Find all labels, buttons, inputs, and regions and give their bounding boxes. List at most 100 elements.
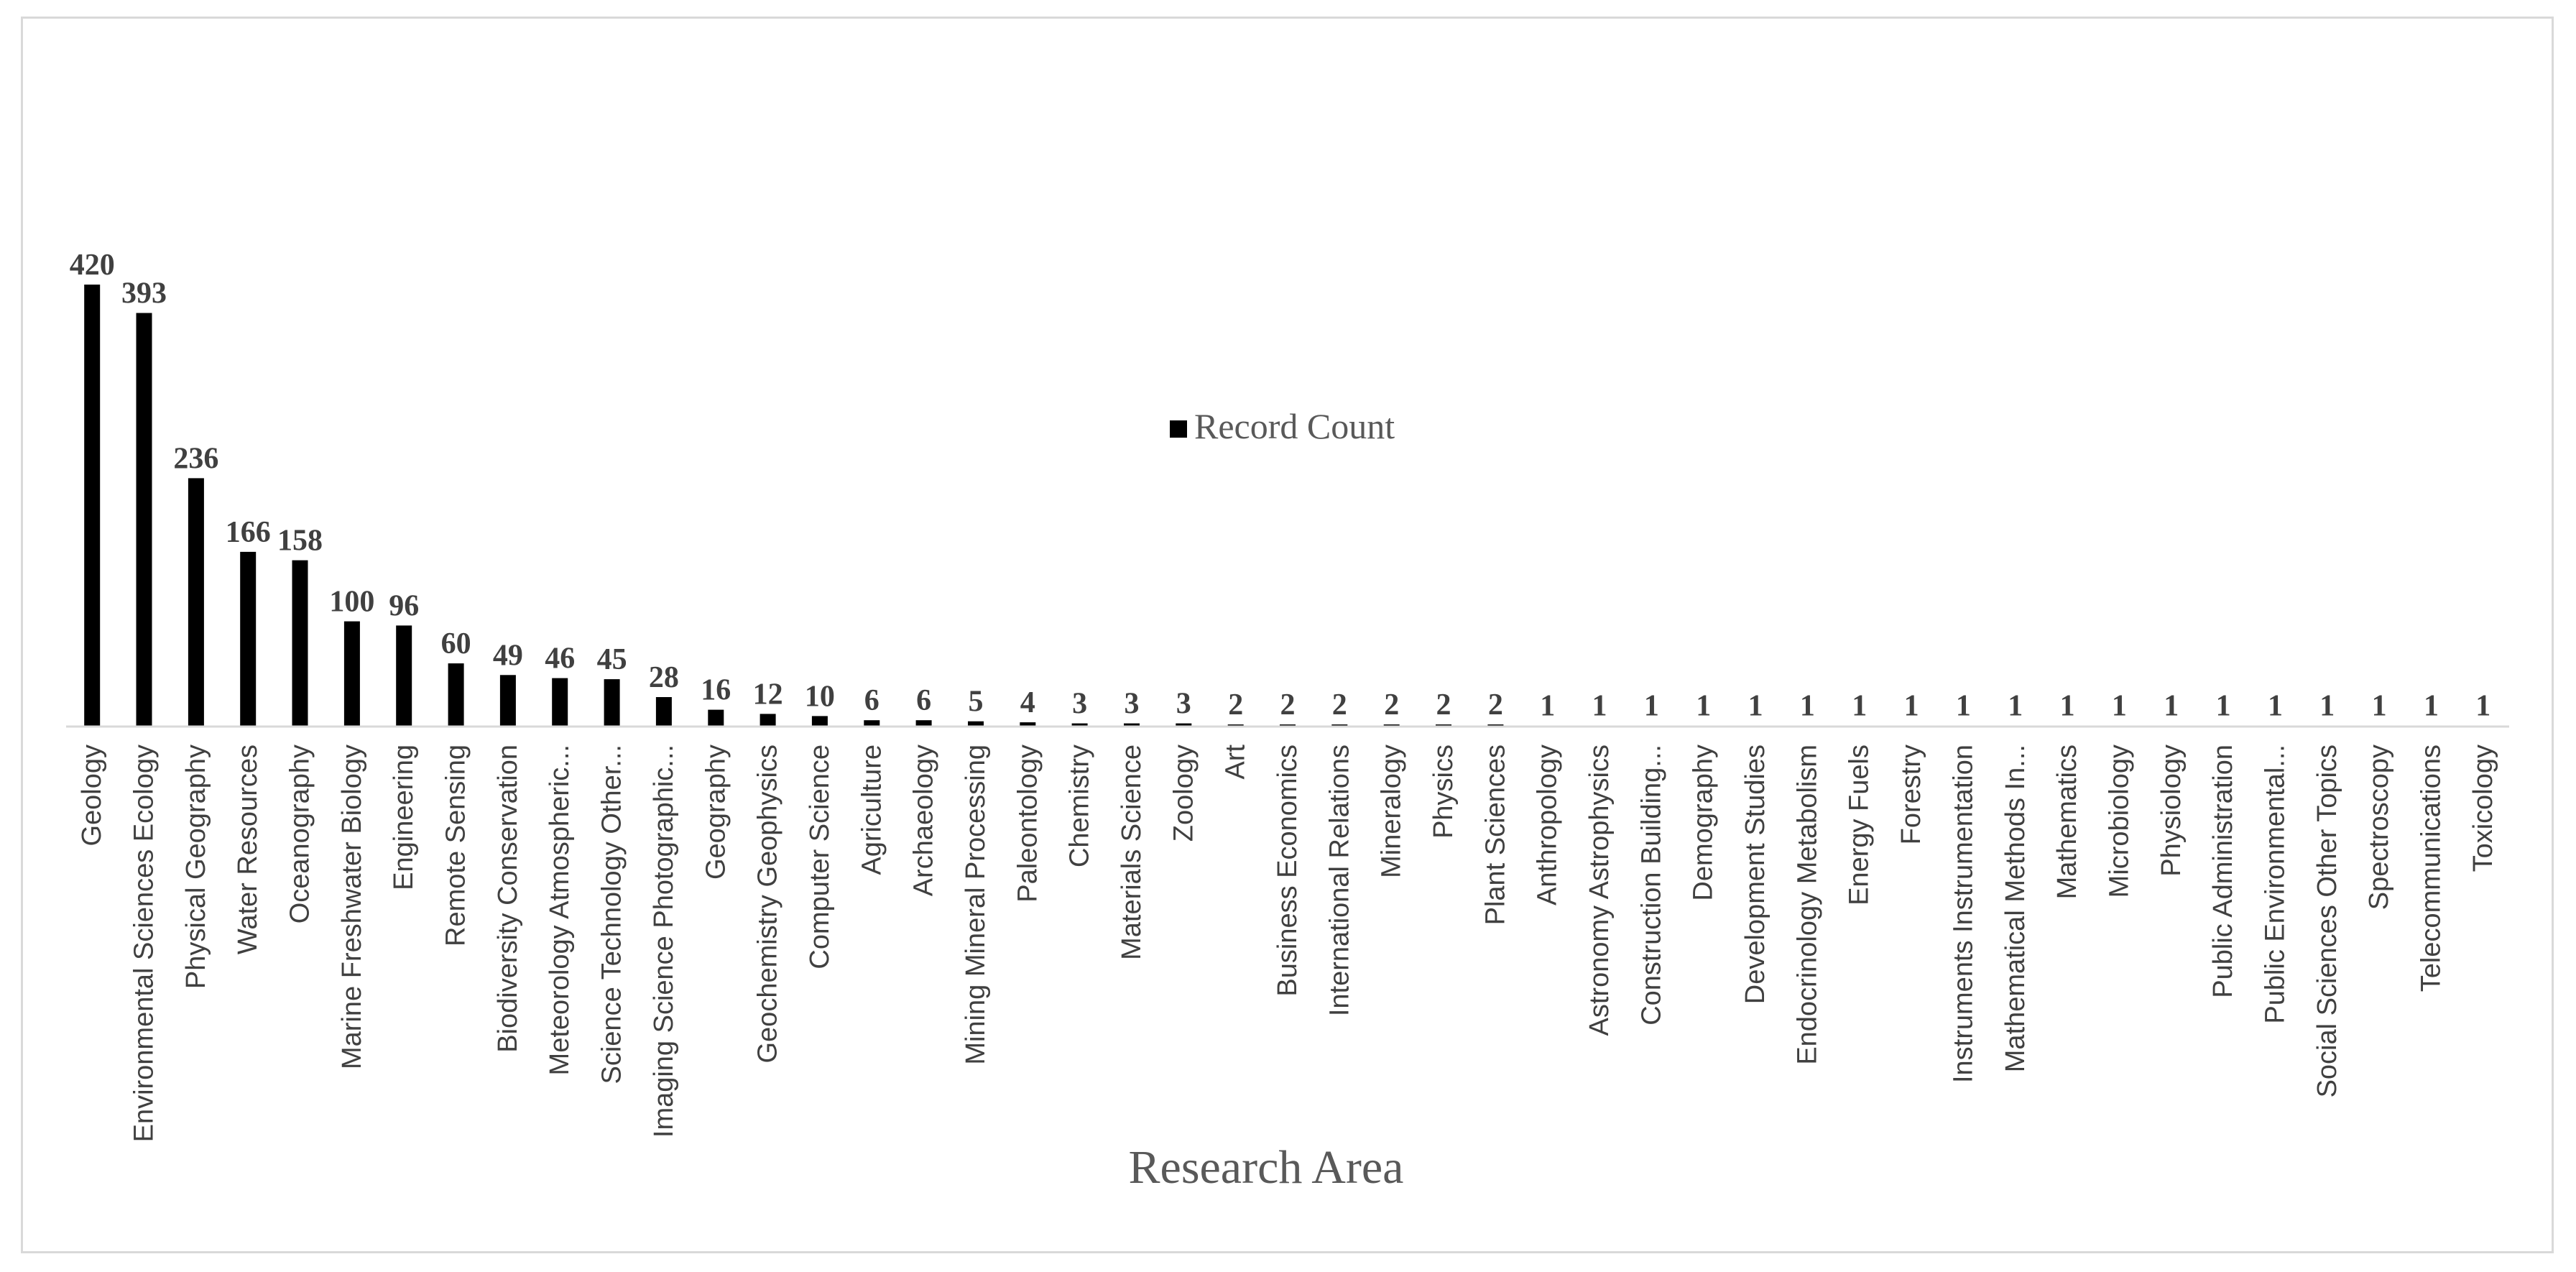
bars-layer — [84, 285, 2491, 727]
data-label-45: 1 — [2372, 690, 2387, 723]
bar-7 — [396, 625, 412, 727]
x-tick-label-44: Social Sciences Other Topics — [2312, 745, 2342, 1097]
bar-14 — [760, 714, 776, 727]
tick-labels-layer: Geology Environmental Sciences Ecology Phy… — [77, 745, 2498, 1143]
data-label-26: 2 — [1384, 688, 1399, 722]
x-tick-label-47: Toxicology — [2468, 745, 2498, 872]
bar-1 — [84, 285, 101, 727]
data-label-10: 46 — [545, 642, 575, 676]
data-label-6: 100 — [329, 586, 374, 619]
data-label-41: 1 — [2164, 690, 2179, 723]
x-tick-label-3: Physical Geography — [181, 745, 211, 989]
data-label-44: 1 — [2319, 690, 2335, 723]
data-label-14: 12 — [753, 678, 783, 711]
chart-frame: 420 393 236 166 158 100 96 60 49 46 45 28 16 12 10 6 6 5 4… — [21, 17, 2554, 1253]
data-label-16: 6 — [864, 684, 880, 717]
x-tick-label-5: Oceanography — [285, 745, 315, 923]
x-tick-label-6: Marine Freshwater Biology — [337, 745, 367, 1069]
bar-3 — [188, 478, 204, 727]
x-tick-label-30: Astronomy Astrophysics — [1584, 745, 1615, 1036]
x-tick-label-45: Spectroscopy — [2364, 745, 2394, 910]
data-label-7: 96 — [389, 589, 419, 622]
bar-2 — [136, 313, 152, 727]
x-tick-label-42: Public Administration — [2208, 745, 2238, 998]
data-label-47: 1 — [2475, 690, 2490, 723]
data-label-1: 420 — [70, 249, 115, 282]
data-label-40: 1 — [2112, 690, 2127, 723]
data-label-15: 10 — [805, 680, 835, 713]
x-tick-label-16: Agriculture — [857, 745, 887, 875]
bar-20 — [1071, 723, 1088, 727]
bar-6 — [343, 621, 360, 727]
data-label-38: 1 — [2008, 690, 2023, 723]
x-tick-label-15: Computer Science — [805, 745, 835, 969]
x-tick-label-25: International Relations — [1324, 745, 1354, 1016]
x-tick-label-13: Geography — [701, 745, 731, 880]
data-label-35: 1 — [1852, 690, 1867, 723]
data-label-36: 1 — [1904, 690, 1919, 723]
bar-13 — [708, 709, 724, 727]
x-tick-label-40: Microbiology — [2104, 745, 2134, 898]
data-label-39: 1 — [2060, 690, 2075, 723]
bar-15 — [811, 716, 828, 727]
x-tick-label-37: Instruments Instrumentation — [1948, 745, 1978, 1083]
x-tick-label-41: Physiology — [2156, 745, 2187, 877]
x-tick-label-33: Development Studies — [1740, 745, 1771, 1004]
x-tick-label-34: Endocrinology Metabolism — [1792, 745, 1822, 1065]
data-label-11: 45 — [597, 643, 627, 676]
data-label-19: 4 — [1020, 686, 1035, 719]
x-tick-label-43: Public Environmental... — [2261, 745, 2291, 1024]
data-label-25: 2 — [1332, 688, 1347, 722]
x-tick-label-10: Meteorology Atmospheric... — [545, 745, 575, 1075]
x-tick-label-8: Remote Sensing — [441, 745, 471, 946]
x-tick-label-26: Mineralogy — [1377, 745, 1407, 878]
x-tick-label-46: Telecommunications — [2416, 745, 2447, 992]
bar-18 — [968, 721, 984, 727]
x-tick-label-28: Plant Sciences — [1480, 745, 1510, 925]
x-tick-label-4: Water Resources — [233, 745, 263, 954]
legend: Record Count — [1170, 406, 1395, 446]
data-label-42: 1 — [2216, 690, 2231, 723]
x-tick-label-31: Construction Building... — [1636, 745, 1666, 1026]
x-tick-label-7: Engineering — [389, 745, 419, 890]
data-label-8: 60 — [441, 627, 471, 660]
x-tick-label-17: Archaeology — [909, 745, 939, 896]
data-label-33: 1 — [1748, 690, 1763, 723]
data-label-46: 1 — [2424, 690, 2439, 723]
x-tick-label-21: Materials Science — [1117, 745, 1147, 960]
bar-10 — [552, 678, 568, 727]
x-tick-label-20: Chemistry — [1065, 745, 1095, 867]
data-label-27: 2 — [1436, 688, 1451, 722]
x-tick-label-14: Geochemistry Geophysics — [753, 745, 783, 1064]
data-label-23: 2 — [1228, 688, 1243, 722]
x-tick-label-27: Physics — [1428, 745, 1459, 839]
x-axis-title: Research Area — [1129, 1141, 1404, 1194]
legend-label: Record Count — [1194, 406, 1395, 446]
data-label-3: 236 — [173, 442, 218, 475]
bar-21 — [1124, 723, 1140, 727]
x-tick-label-35: Energy Fuels — [1845, 745, 1875, 905]
data-label-4: 166 — [226, 516, 271, 549]
bar-16 — [864, 720, 880, 727]
x-tick-label-19: Paleontology — [1012, 745, 1043, 903]
bar-5 — [292, 560, 308, 727]
x-tick-label-29: Anthropology — [1533, 745, 1563, 905]
data-label-18: 5 — [969, 686, 984, 719]
bar-9 — [499, 675, 516, 727]
data-label-9: 49 — [493, 639, 523, 672]
x-tick-label-11: Science Technology Other... — [597, 745, 627, 1084]
data-label-13: 16 — [701, 674, 731, 707]
data-label-34: 1 — [1800, 690, 1815, 723]
bar-12 — [655, 697, 672, 727]
data-label-20: 3 — [1072, 688, 1087, 721]
data-label-21: 3 — [1125, 688, 1140, 721]
legend-swatch — [1170, 420, 1187, 438]
x-tick-label-23: Art — [1221, 745, 1251, 780]
data-label-5: 158 — [277, 525, 323, 558]
x-tick-label-1: Geology — [77, 745, 107, 847]
x-tick-label-12: Imaging Science Photographic... — [649, 745, 679, 1138]
data-label-22: 3 — [1176, 688, 1191, 721]
bar-4 — [240, 551, 257, 727]
